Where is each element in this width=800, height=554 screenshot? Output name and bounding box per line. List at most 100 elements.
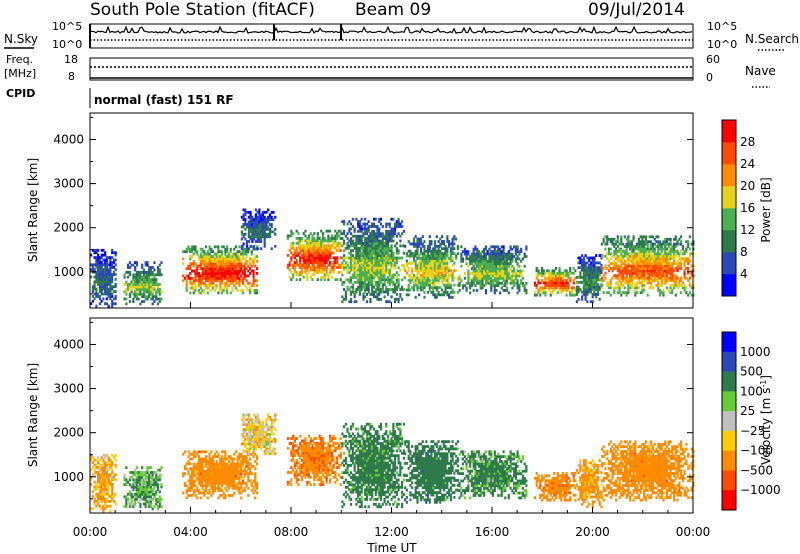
echo-cell <box>102 458 105 462</box>
echo-cell <box>394 244 397 248</box>
echo-cell <box>95 278 98 281</box>
echo-cell <box>91 290 94 293</box>
echo-cell <box>322 241 325 245</box>
echo-cell <box>95 287 98 291</box>
echo-cell <box>261 218 265 222</box>
echo-cell <box>470 252 473 256</box>
echo-cell <box>651 245 655 248</box>
echo-cell <box>616 264 619 268</box>
echo-cell <box>392 288 395 291</box>
echo-cell <box>683 269 686 273</box>
echo-cell <box>295 261 298 265</box>
echo-cell <box>589 285 592 289</box>
echo-cell <box>334 229 337 233</box>
echo-cell <box>105 292 108 296</box>
echo-cell <box>558 284 561 287</box>
echo-cell <box>135 263 138 267</box>
echo-cell <box>151 492 154 496</box>
echo-cell <box>334 263 337 267</box>
echo-cell <box>483 259 486 263</box>
echo-cell <box>212 276 215 280</box>
echo-cell <box>469 259 472 263</box>
echo-cell <box>667 257 670 261</box>
echo-cell <box>355 259 358 262</box>
echo-cell <box>614 267 618 270</box>
echo-cell <box>318 251 321 255</box>
echo-cell <box>491 252 495 256</box>
echo-cell <box>634 259 637 263</box>
echo-cell <box>547 281 551 285</box>
echo-cell <box>378 290 381 294</box>
echo-cell <box>254 215 257 219</box>
echo-cell <box>158 270 161 274</box>
echo-cell <box>625 250 628 253</box>
echo-cell <box>540 269 544 273</box>
echo-cell <box>160 473 163 477</box>
echo-cell <box>343 254 346 258</box>
echo-cell <box>364 280 367 284</box>
echo-cell <box>428 278 431 282</box>
echo-cell <box>383 251 386 255</box>
echo-cell <box>488 272 491 275</box>
echo-cell <box>462 286 465 290</box>
echo-cell <box>476 250 479 254</box>
echo-cell <box>611 276 614 280</box>
y-tick-label: 1000 <box>53 265 84 279</box>
echo-cell <box>372 263 376 267</box>
echo-cell <box>637 286 640 290</box>
echo-cell <box>299 266 302 269</box>
echo-cell <box>388 222 391 226</box>
echo-cell <box>139 480 142 484</box>
echo-cell <box>387 256 390 260</box>
echo-cell <box>499 259 502 263</box>
echo-cell <box>465 255 468 258</box>
echo-cell <box>219 272 222 275</box>
echo-cell <box>600 286 604 290</box>
echo-cell <box>598 297 601 301</box>
echo-cell <box>493 291 496 295</box>
echo-cell <box>658 284 662 287</box>
echo-cell <box>442 259 445 263</box>
echo-cell <box>290 232 293 235</box>
echo-cell <box>341 273 344 277</box>
echo-cell <box>683 259 686 263</box>
echo-cell <box>657 250 660 253</box>
echo-cell <box>453 283 456 287</box>
echo-cell <box>439 269 442 273</box>
echo-cell <box>378 285 381 289</box>
echo-cell <box>320 266 323 269</box>
echo-cell <box>182 472 185 476</box>
echo-cell <box>483 257 486 261</box>
echo-cell <box>112 475 116 479</box>
echo-cell <box>91 263 94 267</box>
echo-cell <box>453 237 456 241</box>
echo-cell <box>360 280 363 284</box>
echo-cell <box>372 239 376 243</box>
echo-cell <box>302 256 305 260</box>
colorbar-swatch <box>722 230 736 253</box>
echo-cell <box>139 285 142 289</box>
echo-cell <box>261 232 265 236</box>
echo-cell <box>493 279 496 283</box>
echo-cell <box>95 500 98 503</box>
echo-cell <box>456 252 459 256</box>
echo-cell <box>155 500 158 504</box>
echo-cell <box>260 220 263 224</box>
echo-cell <box>474 245 477 249</box>
echo-cell <box>105 466 108 469</box>
echo-cell <box>252 284 255 288</box>
echo-cell <box>357 288 360 291</box>
echo-cell <box>637 259 640 263</box>
echo-cell <box>425 276 428 280</box>
echo-cell <box>213 262 216 266</box>
echo-cell <box>574 269 577 273</box>
echo-cell <box>419 247 423 251</box>
echo-cell <box>641 245 644 248</box>
echo-cell <box>609 247 612 251</box>
echo-cell <box>560 284 563 287</box>
echo-cell <box>579 266 582 270</box>
echo-cell <box>351 234 354 238</box>
echo-cell <box>596 283 600 287</box>
echo-cell <box>484 291 488 295</box>
echo-cell <box>555 286 558 290</box>
